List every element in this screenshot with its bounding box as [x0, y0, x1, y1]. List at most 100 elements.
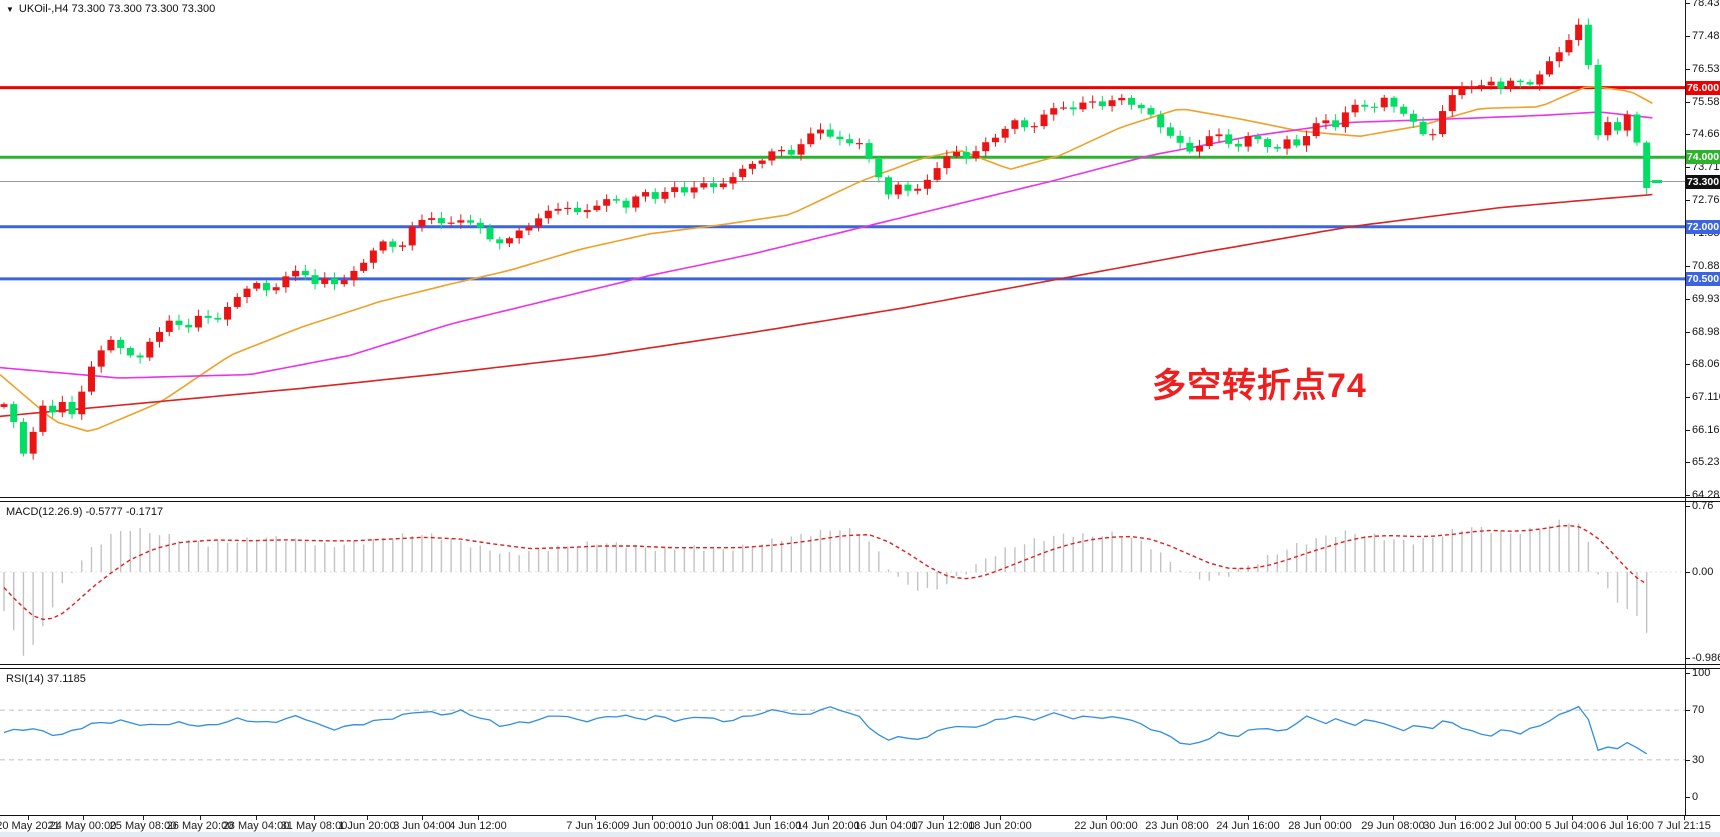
time-label: 4 Jun 12:00 [449, 820, 507, 832]
time-tick [943, 816, 944, 820]
time-tick [595, 816, 596, 820]
time-label: 10 Jun 08:00 [680, 820, 744, 832]
time-label: 11 Jun 16:00 [738, 820, 802, 832]
time-tick [828, 816, 829, 820]
time-label: 23 Jun 08:00 [1145, 820, 1209, 832]
price-tick-label: 76.535 [1692, 63, 1720, 76]
bottom-scroll-strip[interactable] [0, 832, 1720, 837]
price-tick-label: 70.885 [1692, 259, 1720, 272]
price-tick-label: 66.160 [1692, 423, 1720, 436]
price-tick-label: 74.660 [1692, 128, 1720, 141]
time-tick [712, 816, 713, 820]
time-label: 31 May 08:00 [280, 820, 348, 832]
time-label: 26 May 20:00 [166, 820, 234, 832]
time-tick [1515, 816, 1516, 820]
time-tick [256, 816, 257, 820]
price-tick [1685, 331, 1690, 333]
price-tick-label: 77.485 [1692, 29, 1720, 42]
ma-medium-line [0, 111, 1653, 379]
price-tick [1685, 363, 1690, 365]
ma-slow-line [0, 193, 1653, 418]
time-label: 20 May 2021 [0, 820, 60, 832]
time-label: 1 Jun 20:00 [338, 820, 396, 832]
candles [0, 18, 1651, 460]
price-tick [1685, 69, 1690, 71]
rsi-panel[interactable]: RSI(14) 37.1185 100 70 30 0 [0, 667, 1720, 815]
time-label: 25 May 08:00 [109, 820, 177, 832]
time-tick [1000, 816, 1001, 820]
time-label: 6 Jul 16:00 [1600, 820, 1654, 832]
price-tick [1685, 2, 1690, 4]
rsi-tick-label: 70 [1692, 704, 1705, 717]
chevron-down-icon[interactable]: ▼ [6, 4, 14, 14]
rsi-tick [1685, 710, 1690, 712]
time-tick [422, 816, 423, 820]
price-tick [1685, 200, 1690, 202]
price-tick [1685, 134, 1690, 136]
time-tick [1106, 816, 1107, 820]
time-tick [314, 816, 315, 820]
rsi-tick-label: 30 [1692, 753, 1705, 766]
macd-histogram [3, 519, 1648, 656]
time-tick [1627, 816, 1628, 820]
rsi-tick [1685, 673, 1690, 674]
macd-tick-label: 0.76 [1692, 500, 1714, 513]
price-tag-74.000: 74.000 [1686, 150, 1720, 165]
panel-separator-2[interactable] [0, 664, 1720, 669]
time-label: 28 May 04:00 [222, 820, 290, 832]
price-tick-label: 75.585 [1692, 96, 1720, 109]
price-tick [1685, 102, 1690, 104]
price-chart-panel[interactable]: ▼ UKOil-,H4 73.300 73.300 73.300 73.300 … [0, 0, 1720, 501]
time-label: 14 Jun 20:00 [796, 820, 860, 832]
price-tick-label: 78.435 [1692, 0, 1720, 9]
rsi-line [3, 705, 1648, 755]
price-tag-70.500: 70.500 [1686, 271, 1720, 286]
symbol-label: ▼ UKOil-,H4 73.300 73.300 73.300 73.300 [6, 3, 215, 15]
price-tick [1685, 429, 1690, 431]
macd-tick [1685, 657, 1690, 659]
macd-canvas[interactable] [0, 502, 1685, 664]
time-tick [886, 816, 887, 820]
price-tick [1685, 462, 1690, 464]
rsi-tick [1685, 759, 1690, 761]
time-label: 2 Jul 00:00 [1488, 820, 1542, 832]
chart-annotation-text: 多空转折点74 [1152, 367, 1367, 405]
time-label: 3 Jun 04:00 [393, 820, 451, 832]
price-tick-label: 68.060 [1692, 357, 1720, 370]
ma-fast-line [0, 85, 1653, 433]
macd-label: MACD(12.26.9) -0.5777 -0.1717 [6, 506, 164, 518]
time-tick [1320, 816, 1321, 820]
price-axis-border [1685, 0, 1686, 815]
macd-tick-label: 0.00 [1692, 566, 1714, 578]
time-axis[interactable]: 20 May 2021 24 May 00:00 25 May 08:00 26 Ma… [0, 815, 1720, 837]
rsi-label: RSI(14) 37.1185 [6, 673, 86, 685]
rsi-tick [1685, 797, 1690, 798]
macd-tick [1685, 506, 1690, 508]
rsi-canvas[interactable] [0, 669, 1685, 815]
time-label: 7 Jul 21:15 [1657, 820, 1711, 832]
macd-signal-line [3, 524, 1648, 621]
price-tick-label: 73.710 [1692, 161, 1720, 174]
last-price-tick [1652, 180, 1662, 184]
price-tag-76.000: 76.000 [1686, 80, 1720, 95]
price-tick [1685, 495, 1690, 497]
time-tick [1248, 816, 1249, 820]
price-tick-label: 69.935 [1692, 292, 1720, 305]
time-label: 24 May 00:00 [49, 820, 117, 832]
price-tick [1685, 167, 1690, 169]
price-tick [1685, 298, 1690, 300]
time-tick [652, 816, 653, 820]
time-label: 5 Jul 04:00 [1545, 820, 1599, 832]
time-label: 30 Jun 16:00 [1423, 820, 1487, 832]
panel-separator-1[interactable] [0, 497, 1720, 502]
time-tick [143, 816, 144, 820]
macd-panel[interactable]: MACD(12.26.9) -0.5777 -0.1717 0.76 0.00 -0… [0, 500, 1720, 664]
price-chart-canvas[interactable] [0, 0, 1685, 497]
time-tick [28, 816, 29, 820]
time-label: 18 Jun 20:00 [968, 820, 1032, 832]
price-tick-label: 72.760 [1692, 194, 1720, 207]
macd-tick-label: -0.9862 [1692, 651, 1720, 664]
time-label: 22 Jun 00:00 [1074, 820, 1138, 832]
price-tick-label: 68.985 [1692, 325, 1720, 338]
